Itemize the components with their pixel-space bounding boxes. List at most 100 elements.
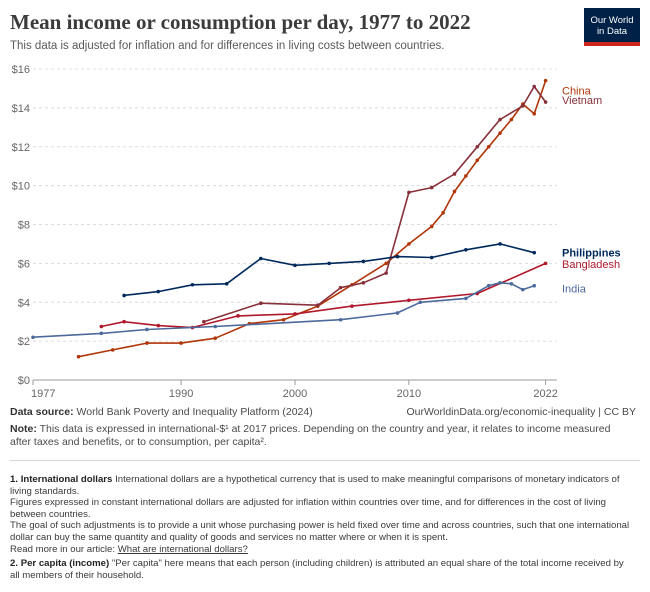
y-tick-label-4: $4 bbox=[18, 297, 30, 309]
data-point-china-12 bbox=[441, 211, 445, 215]
data-point-vietnam-4 bbox=[361, 281, 366, 285]
series-line-bangladesh bbox=[101, 262, 546, 329]
data-point-china-10 bbox=[407, 242, 411, 246]
series-label-vietnam: Vietnam bbox=[562, 95, 602, 107]
data-point-china-0 bbox=[76, 354, 81, 359]
data-point-bangladesh-1 bbox=[122, 319, 126, 324]
data-point-india-3 bbox=[213, 324, 218, 329]
x-tick-label-2000: 2000 bbox=[283, 388, 307, 400]
x-tick-label-1977: 1977 bbox=[31, 388, 55, 400]
owid-logo[interactable]: Our World in Data bbox=[584, 8, 640, 46]
data-point-philippines-8 bbox=[395, 254, 400, 259]
data-point-china-11 bbox=[429, 224, 434, 229]
data-point-philippines-10 bbox=[464, 247, 468, 252]
data-point-philippines-12 bbox=[532, 250, 537, 255]
data-point-china-3 bbox=[179, 341, 183, 345]
data-point-vietnam-9 bbox=[475, 144, 480, 149]
data-point-china-1 bbox=[110, 348, 115, 352]
footnote-1-number: 1. bbox=[10, 474, 19, 485]
data-point-bangladesh-9 bbox=[543, 261, 548, 266]
data-point-india-11 bbox=[521, 287, 525, 292]
footnote-divider bbox=[10, 460, 640, 461]
series-line-india bbox=[32, 282, 535, 338]
data-point-philippines-1 bbox=[156, 289, 161, 294]
series-label-philippines: Philippines bbox=[562, 248, 621, 260]
data-point-india-2 bbox=[145, 327, 149, 332]
series-line-philippines bbox=[124, 243, 535, 297]
data-point-philippines-2 bbox=[190, 282, 195, 287]
y-tick-label-14: $14 bbox=[12, 103, 30, 115]
line-chart: $0 $2 $4 $6 $8 $10 $12 $14 $16 1977 1990 2000 2010 20… bbox=[12, 64, 621, 400]
data-point-china-20 bbox=[532, 111, 537, 116]
data-point-china-2 bbox=[145, 341, 149, 345]
footnote-2-text: "Per capita" here means that each person… bbox=[10, 558, 624, 581]
data-point-bangladesh-0 bbox=[99, 324, 104, 329]
data-point-vietnam-5 bbox=[384, 271, 388, 275]
data-point-china-15 bbox=[475, 158, 480, 163]
y-tick-label-12: $12 bbox=[12, 142, 30, 154]
data-point-china-13 bbox=[452, 189, 457, 194]
note-text: This data is expressed in international-… bbox=[10, 423, 611, 448]
logo-line-1: Our World bbox=[590, 15, 634, 26]
data-point-vietnam-10 bbox=[498, 117, 502, 122]
note-label: Note: bbox=[10, 423, 37, 435]
y-tick-label-2: $2 bbox=[18, 336, 30, 348]
series-line-vietnam bbox=[203, 85, 547, 323]
series-label-india: India bbox=[562, 284, 587, 296]
y-tick-label-8: $8 bbox=[18, 220, 30, 232]
data-point-india-5 bbox=[395, 311, 400, 315]
data-point-vietnam-8 bbox=[452, 172, 457, 176]
data-point-india-7 bbox=[464, 296, 468, 301]
credit-link[interactable]: OurWorldinData.org/economic-inequality |… bbox=[406, 406, 636, 418]
data-point-india-1 bbox=[99, 331, 104, 336]
data-point-vietnam-2 bbox=[315, 303, 320, 307]
data-point-china-9 bbox=[384, 261, 388, 266]
footnote-1-text: International dollars are a hypothetical… bbox=[10, 474, 620, 497]
data-point-philippines-0 bbox=[122, 293, 126, 298]
data-point-vietnam-12 bbox=[532, 84, 537, 89]
y-tick-label-0: $0 bbox=[18, 375, 30, 387]
data-source: Data source: World Bank Poverty and Ineq… bbox=[10, 406, 313, 418]
data-point-india-0 bbox=[31, 335, 35, 340]
data-point-china-6 bbox=[281, 317, 286, 322]
source-text: World Bank Poverty and Inequality Platfo… bbox=[76, 406, 313, 418]
chart-subtitle: This data is adjusted for inflation and … bbox=[10, 40, 445, 52]
data-point-china-18 bbox=[509, 117, 514, 122]
data-point-vietnam-1 bbox=[259, 301, 263, 306]
data-point-india-8 bbox=[486, 283, 491, 288]
data-point-india-4 bbox=[338, 317, 343, 322]
footnote-1-title: International dollars bbox=[20, 474, 113, 485]
footnote-1-paragraph-3: The goal of such adjustments is to provi… bbox=[10, 520, 630, 543]
data-point-philippines-9 bbox=[429, 255, 434, 260]
data-point-china-21 bbox=[543, 78, 548, 83]
data-point-china-17 bbox=[498, 131, 502, 135]
data-point-india-9 bbox=[498, 281, 502, 285]
footnote-2-title: Per capita (income) bbox=[20, 558, 110, 569]
data-point-philippines-5 bbox=[293, 263, 297, 268]
data-point-vietnam-7 bbox=[429, 185, 434, 190]
data-point-bangladesh-7 bbox=[407, 298, 411, 303]
data-point-bangladesh-6 bbox=[350, 304, 354, 308]
y-tick-label-10: $10 bbox=[12, 181, 30, 193]
international-dollars-link[interactable]: What are international dollars? bbox=[117, 543, 248, 555]
footnote-2: 2. Per capita (income) "Per capita" here… bbox=[10, 558, 635, 581]
y-tick-label-6: $6 bbox=[18, 258, 30, 270]
y-tick-label-16: $16 bbox=[12, 64, 30, 76]
data-point-vietnam-3 bbox=[338, 285, 343, 290]
data-point-philippines-7 bbox=[361, 259, 366, 264]
data-point-vietnam-13 bbox=[543, 100, 548, 104]
chart-title: Mean income or consumption per day, 1977… bbox=[10, 10, 471, 34]
data-point-india-10 bbox=[509, 281, 514, 286]
chart-note: Note: This data is expressed in internat… bbox=[10, 423, 630, 449]
data-point-philippines-4 bbox=[259, 256, 263, 261]
series-label-china: China bbox=[562, 85, 592, 97]
data-point-india-6 bbox=[418, 300, 423, 305]
data-point-vietnam-0 bbox=[202, 319, 206, 324]
logo-accent-bar bbox=[584, 42, 640, 46]
data-point-vietnam-6 bbox=[407, 190, 411, 195]
series-label-bangladesh: Bangladesh bbox=[562, 259, 620, 271]
data-point-vietnam-11 bbox=[521, 104, 525, 108]
data-point-china-16 bbox=[486, 144, 491, 149]
footnote-2-number: 2. bbox=[10, 558, 19, 569]
data-point-bangladesh-5 bbox=[293, 312, 297, 316]
